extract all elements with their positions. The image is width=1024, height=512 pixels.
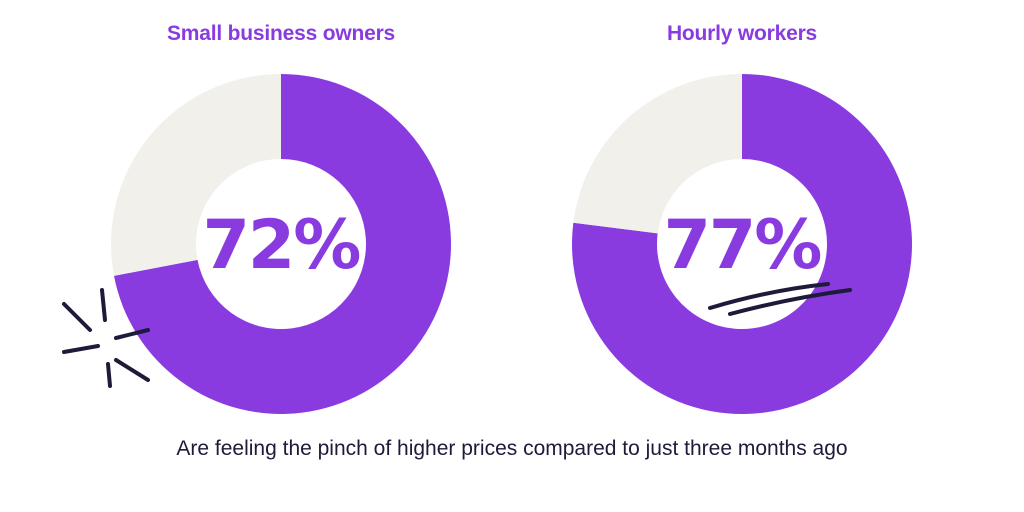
chart-caption: Are feeling the pinch of higher prices c… bbox=[176, 437, 848, 460]
donut-slice-remainder bbox=[573, 74, 742, 234]
donut-chart-hourly-workers: 77% bbox=[572, 74, 912, 414]
donut-slice-highlight bbox=[572, 74, 912, 414]
donut-center-percentage: 77% bbox=[664, 206, 821, 285]
donut-center-percentage: 72% bbox=[203, 206, 360, 285]
underline-doodle-icon bbox=[708, 282, 852, 316]
chart-title-hourly-workers: Hourly workers bbox=[666, 22, 818, 45]
donut-chart-small-business: 72% bbox=[110, 74, 451, 414]
donut-slice-remainder bbox=[110, 74, 281, 276]
chart-title-small-business: Small business owners bbox=[166, 22, 396, 45]
donut-slice-highlight bbox=[114, 74, 451, 414]
sparkle-doodle-icon bbox=[62, 288, 150, 388]
